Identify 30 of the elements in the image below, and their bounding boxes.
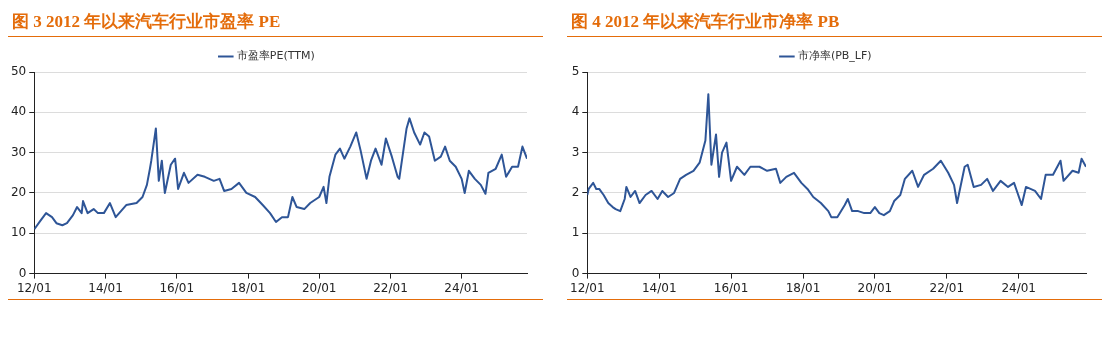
x-tick-label: 24/01 — [444, 280, 479, 295]
y-tick-label: 50 — [10, 64, 27, 79]
y-tick-label: 1 — [571, 225, 580, 240]
x-tick-label: 20/01 — [857, 280, 893, 295]
y-tick-label: 0 — [18, 265, 27, 280]
y-tick-label: 30 — [10, 144, 27, 159]
y-tick-label: 0 — [571, 265, 580, 280]
y-tick-label: 10 — [10, 225, 27, 240]
x-tick-label: 14/01 — [641, 280, 677, 295]
x-tick-label: 16/01 — [159, 280, 195, 295]
x-tick-label: 12/01 — [16, 280, 52, 295]
y-tick-label: 4 — [571, 104, 580, 119]
y-tick-label: 5 — [571, 64, 580, 79]
x-tick-label: 20/01 — [301, 280, 337, 295]
legend-label: 市盈率PE(TTM) — [236, 49, 315, 63]
x-tick-label: 22/01 — [929, 280, 965, 295]
x-tick-label: 14/01 — [88, 280, 123, 295]
x-tick-label: 22/01 — [373, 280, 408, 295]
x-tick-label: 24/01 — [1001, 280, 1036, 295]
chart-title: 图 4 2012 年以来汽车行业市净率 PB — [567, 8, 1102, 37]
chart-title: 图 3 2012 年以来汽车行业市盈率 PE — [8, 8, 543, 37]
x-tick-label: 18/01 — [785, 280, 821, 295]
x-tick-label: 12/01 — [569, 280, 605, 295]
y-tick-label: 40 — [10, 104, 27, 119]
y-tick-label: 3 — [571, 144, 580, 159]
x-tick-label: 16/01 — [713, 280, 749, 295]
x-tick-label: 18/01 — [230, 280, 266, 295]
legend-label: 市净率(PB_LF) — [797, 49, 872, 63]
y-tick-label: 20 — [10, 185, 27, 200]
y-tick-label: 2 — [571, 185, 580, 200]
